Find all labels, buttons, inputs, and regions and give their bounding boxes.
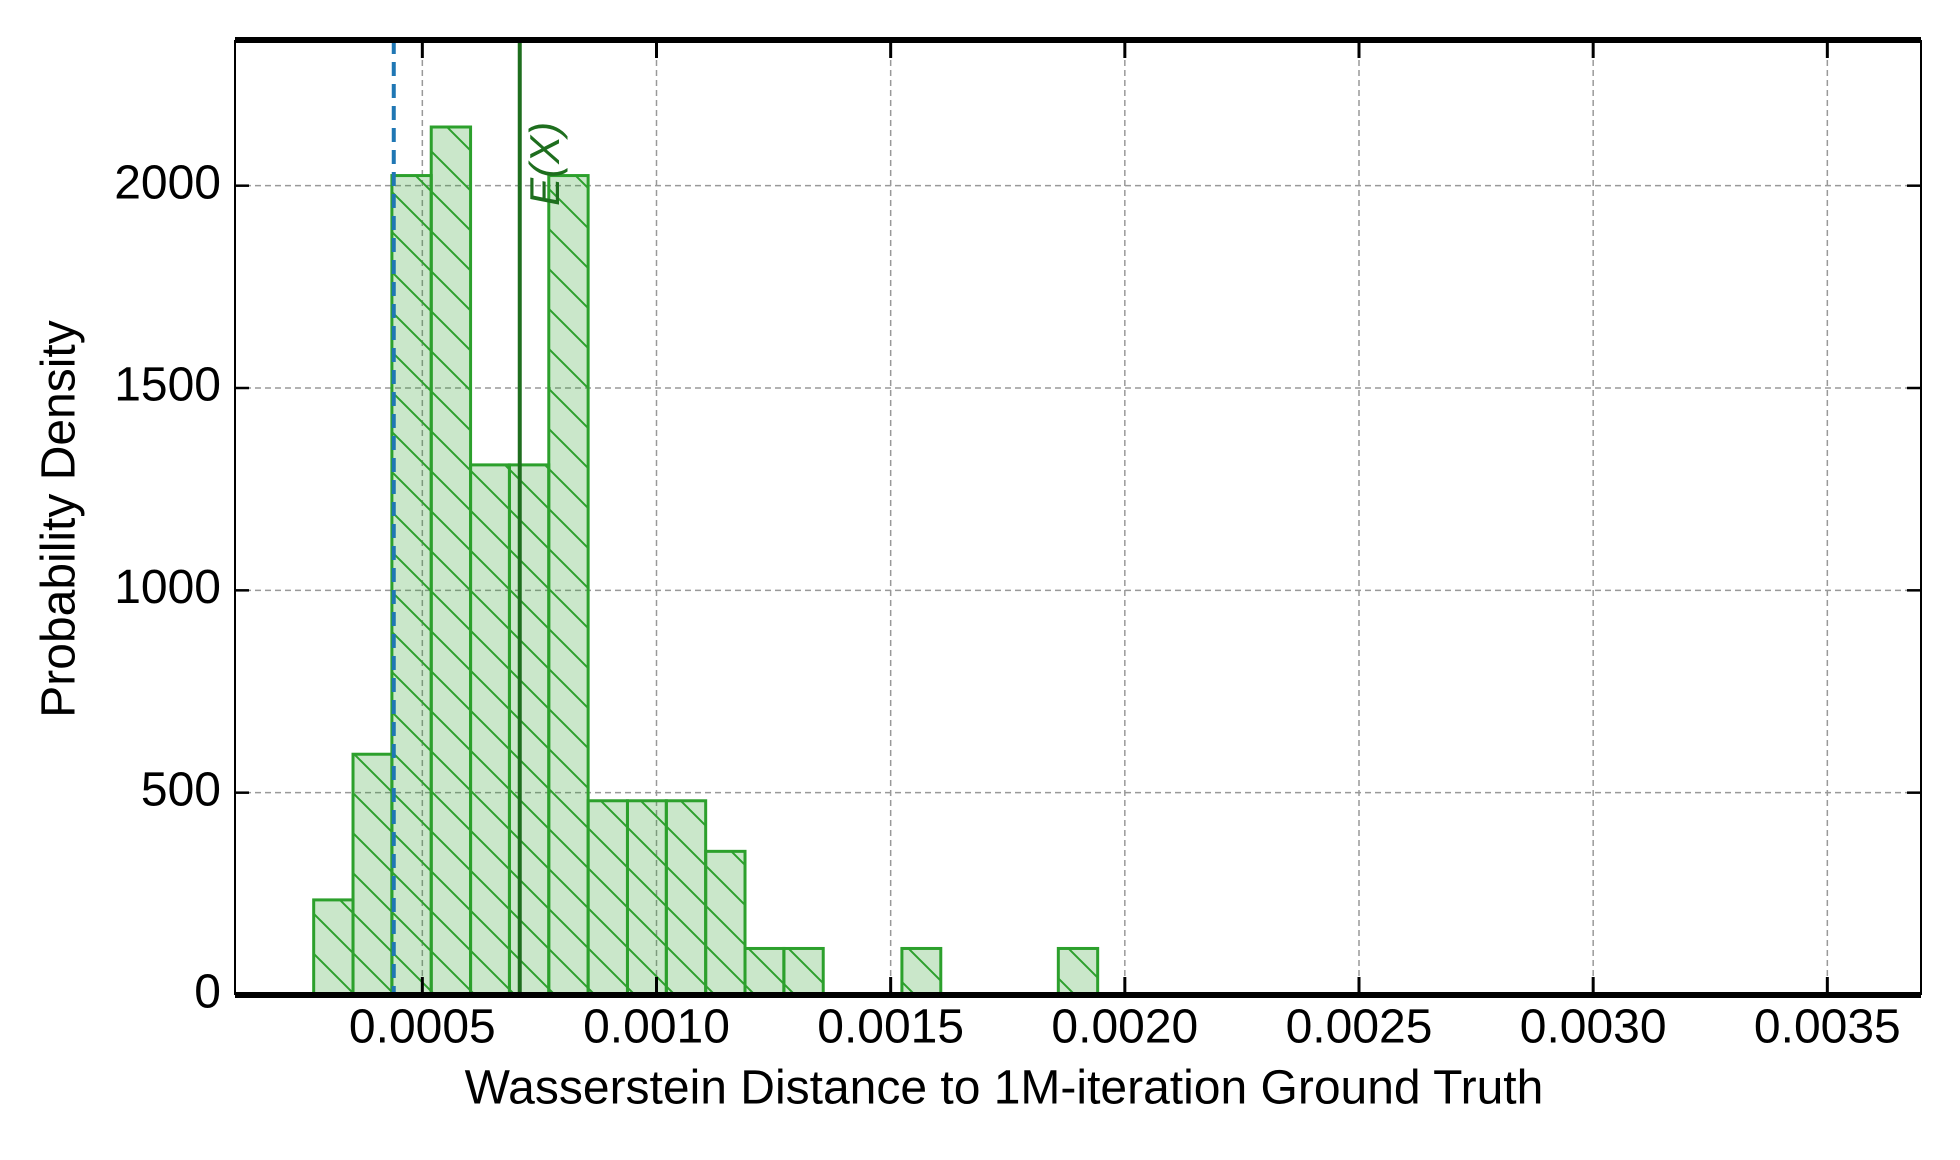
x-tick-label: 0.0015: [817, 1001, 964, 1054]
x-tick-label: 0.0030: [1520, 1001, 1667, 1054]
x-tick-label: 0.0035: [1754, 1001, 1901, 1054]
bar-hatch: [901, 948, 941, 995]
y-tick-label: 2000: [114, 156, 221, 209]
bar-hatch: [431, 127, 471, 995]
bar-hatch: [745, 948, 784, 995]
bar-hatch: [783, 948, 824, 995]
x-axis-label: Wasserstein Distance to 1M-iteration Gro…: [465, 1062, 1544, 1115]
bar-hatch: [353, 754, 392, 995]
bar-hatch: [588, 800, 628, 995]
y-tick-label: 500: [141, 763, 221, 816]
bar-hatch: [666, 800, 706, 995]
bar-hatch: [509, 464, 549, 996]
y-tick-label: 1500: [114, 359, 221, 412]
x-tick-label: 0.0020: [1051, 1001, 1198, 1054]
bar-hatch: [548, 175, 589, 995]
y-tick-label: 1000: [114, 561, 221, 614]
bar-hatch: [1058, 948, 1098, 995]
reference-label: E(X): [521, 122, 568, 206]
y-axis-label: Probability Density: [33, 320, 86, 718]
x-tick-label: 0.0025: [1286, 1001, 1433, 1054]
x-tick-label: 0.0005: [349, 1001, 496, 1054]
bar-hatch: [627, 800, 667, 995]
x-tick-label: 0.0010: [583, 1001, 730, 1054]
bar-hatch: [313, 899, 354, 995]
y-tick-label: 0: [194, 966, 221, 1019]
bar-hatch: [470, 464, 510, 996]
bar-hatch: [391, 175, 432, 995]
bar-hatch: [705, 851, 746, 995]
